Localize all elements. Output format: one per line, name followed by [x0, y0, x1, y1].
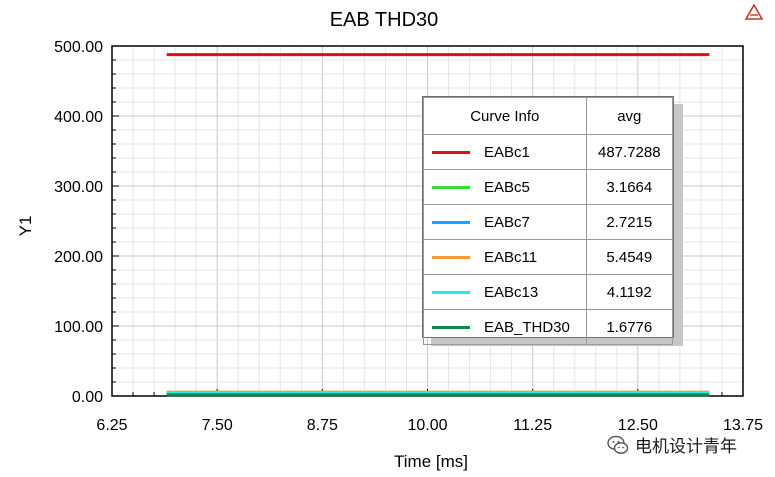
- x-tick-label: 7.50: [202, 417, 233, 434]
- legend-curve-cell: EABc1: [423, 134, 587, 170]
- legend-curve-cell: EABc13: [423, 274, 587, 310]
- y-tick-label: 500.00: [54, 39, 103, 56]
- chart-title: EAB THD30: [330, 9, 439, 31]
- watermark-text: 电机设计青年: [635, 437, 737, 457]
- legend-series-name: EABc5: [484, 178, 530, 196]
- legend-swatch: [432, 255, 470, 259]
- legend-swatch: [432, 325, 470, 329]
- y-tick-label: 200.00: [54, 249, 103, 266]
- legend-avg-value: 3.1664: [585, 169, 674, 205]
- legend-row: EABc1 487.7288: [423, 134, 674, 170]
- legend-avg-value: 5.4549: [585, 239, 674, 275]
- legend-series-name: EABc7: [484, 213, 530, 231]
- x-tick-label: 10.00: [407, 417, 447, 434]
- legend-header-curve-info: Curve Info: [423, 97, 587, 135]
- curve-info-legend: Curve Info avg EABc1 487.7288 EABc5 3.1664 E…: [422, 96, 674, 345]
- y-tick-label: 400.00: [54, 109, 103, 126]
- legend-row: EABc7 2.7215: [423, 204, 674, 240]
- legend-series-name: EAB_THD30: [484, 318, 570, 336]
- y-tick-label: 100.00: [54, 319, 103, 336]
- legend-avg-value: 4.1192: [585, 274, 674, 310]
- legend-curve-cell: EABc5: [423, 169, 587, 205]
- x-axis-title: Time [ms]: [394, 452, 468, 471]
- legend-swatch: [432, 290, 470, 294]
- y-axis-title: Y1: [16, 216, 35, 237]
- x-tick-label: 11.25: [513, 417, 552, 434]
- legend-header-avg: avg: [585, 97, 674, 135]
- x-tick-label: 12.50: [618, 417, 658, 434]
- legend-row: EAB_THD30 1.6776: [423, 309, 674, 345]
- legend-row: EABc11 5.4549: [423, 239, 674, 275]
- legend-curve-cell: EABc11: [423, 239, 587, 275]
- y-tick-label: 0.00: [72, 389, 103, 406]
- x-tick-label: 6.25: [96, 417, 127, 434]
- legend-series-name: EABc13: [484, 283, 539, 301]
- legend-avg-value: 2.7215: [585, 204, 674, 240]
- series-lines: [166, 53, 710, 397]
- legend-series-name: EABc1: [484, 143, 530, 161]
- legend-row: EABc13 4.1192: [423, 274, 674, 310]
- legend-series-name: EABc11: [484, 248, 538, 266]
- legend-swatch: [432, 150, 470, 154]
- legend-curve-cell: EABc7: [423, 204, 587, 240]
- wechat-icon: [607, 435, 629, 454]
- legend-swatch: [432, 220, 470, 224]
- legend-rows: EABc1 487.7288 EABc5 3.1664 EABc7 2.7215 EABc1…: [423, 134, 674, 345]
- x-tick-label: 13.75: [723, 417, 763, 434]
- x-tick-labels: 6.25 7.50 8.75 10.00 11.25 12.50 13.75: [96, 417, 763, 434]
- legend-avg-value: 487.7288: [585, 134, 674, 170]
- legend-curve-cell: EAB_THD30: [423, 309, 587, 345]
- y-tick-label: 300.00: [54, 179, 103, 196]
- ansys-logo-icon: [744, 4, 764, 20]
- legend-row: EABc5 3.1664: [423, 169, 674, 205]
- y-tick-labels: 0.00 100.00 200.00 300.00 400.00 500.00: [54, 39, 103, 406]
- x-tick-label: 8.75: [307, 417, 338, 434]
- watermark: 电机设计青年: [607, 432, 737, 457]
- legend-swatch: [432, 185, 470, 189]
- legend-avg-value: 1.6776: [585, 309, 674, 345]
